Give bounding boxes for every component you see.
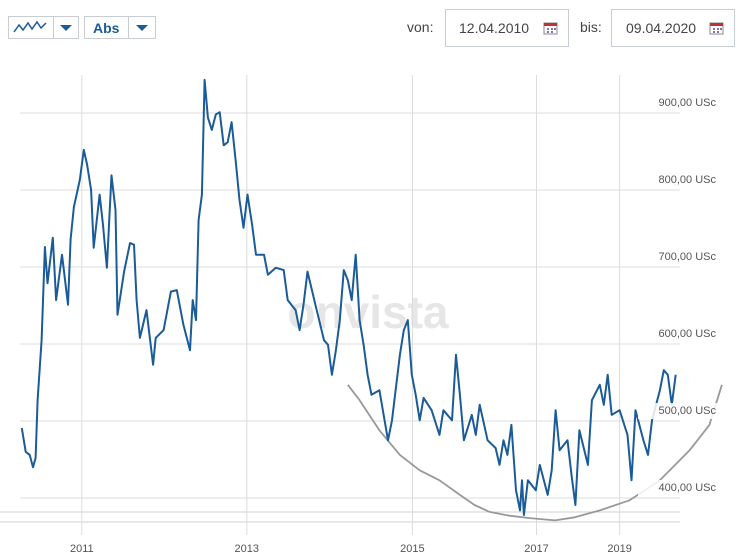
calendar-icon [709,22,724,35]
calendar-icon [543,22,558,35]
y-tick-label-bg [638,326,720,343]
y-tick-label-bg [638,171,720,188]
dropdown-arrow[interactable] [128,16,156,39]
mode-label: Abs [93,20,120,36]
y-tick-label: 900,00 USc [659,97,717,109]
dropdown-arrow[interactable] [53,16,79,39]
x-tick-label: 2017 [524,543,548,555]
y-tick-label: 500,00 USc [659,405,717,417]
y-tick-label: 700,00 USc [659,251,717,263]
y-tick-label: 800,00 USc [659,174,717,186]
x-tick-label: 2015 [400,543,424,555]
from-date-input[interactable]: 12.04.2010 [445,9,569,47]
to-label: bis: [580,19,602,35]
line-series [20,78,677,516]
x-tick-label: 2013 [235,543,259,555]
to-date-input[interactable]: 09.04.2020 [611,9,735,47]
from-label: von: [407,19,434,35]
y-tick-label: 600,00 USc [659,328,717,340]
arrow-icon [60,25,72,31]
y-tick-label: 400,00 USc [659,482,717,494]
to-date: 09.04.2020 [626,20,697,36]
arrow-icon [136,25,148,31]
x-tick-label: 2019 [607,543,631,555]
x-tick-label: 2011 [70,543,94,555]
y-tick-label-bg [638,480,720,497]
y-tick-label-bg [638,94,720,111]
line-icon [13,20,47,33]
from-date: 12.04.2010 [459,20,530,36]
watermark: onvista [287,286,448,338]
y-tick-label-bg [638,403,720,420]
y-tick-label-bg [638,249,720,266]
